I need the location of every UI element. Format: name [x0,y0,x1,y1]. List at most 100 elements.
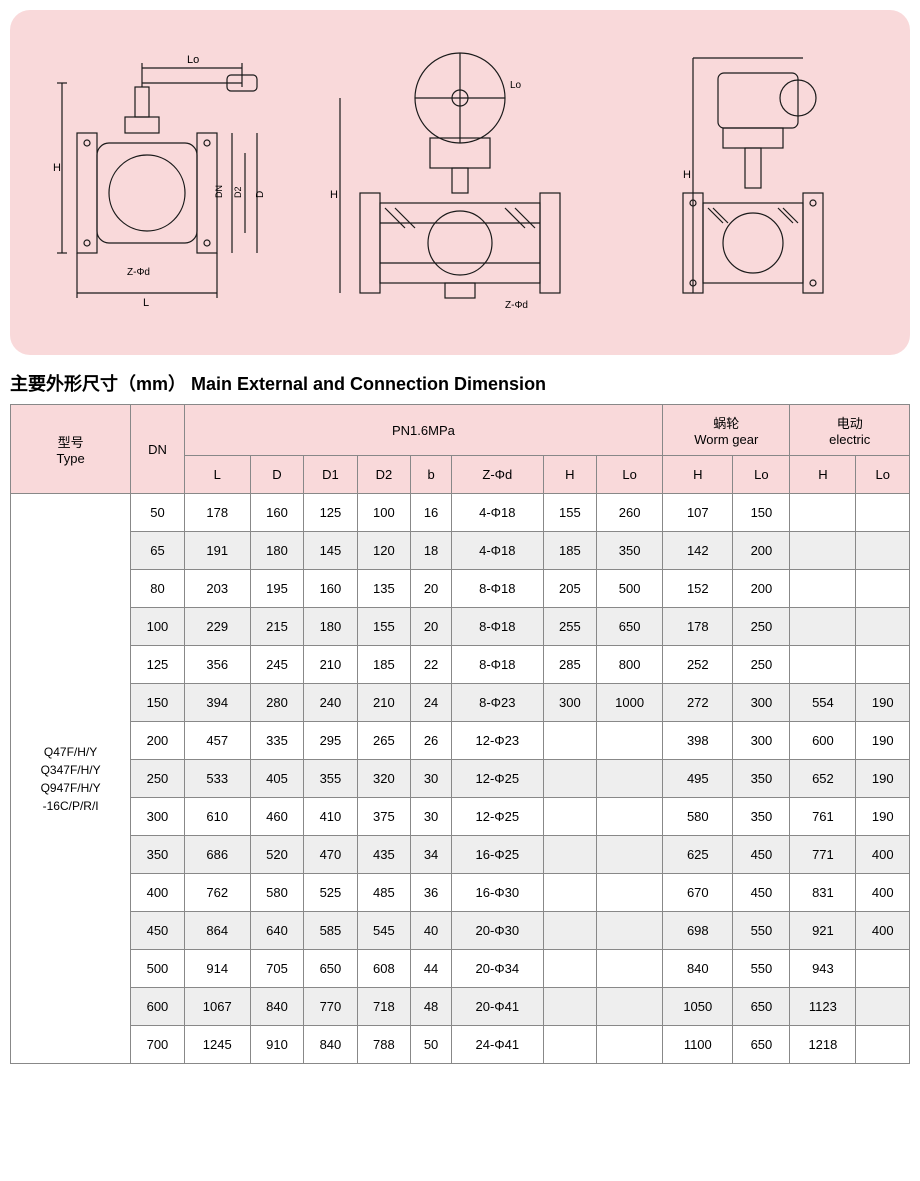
cell-D1: 295 [304,722,357,760]
cell-D1: 770 [304,988,357,1026]
cell-D: 580 [250,874,303,912]
table-row: Q47F/H/YQ347F/H/YQ947F/H/Y-16C/P/R/I5017… [11,494,910,532]
cell-eLo [856,950,910,988]
cell-Lo [597,836,663,874]
cell-H: 255 [543,608,596,646]
cell-dn: 65 [131,532,184,570]
cell-b: 50 [411,1026,452,1064]
sub-header: H [663,456,733,494]
cell-dn: 250 [131,760,184,798]
cell-L: 191 [184,532,250,570]
diagram-panel: Lo H L DN D2 D Z- [10,10,910,355]
cell-eLo [856,646,910,684]
cell-Lo [597,760,663,798]
cell-wLo: 300 [733,684,790,722]
cell-dn: 125 [131,646,184,684]
cell-H [543,1026,596,1064]
cell-H: 300 [543,684,596,722]
sub-header: Lo [733,456,790,494]
cell-wLo: 650 [733,1026,790,1064]
cell-eLo [856,988,910,1026]
cell-wH: 252 [663,646,733,684]
cell-wLo: 350 [733,760,790,798]
cell-wLo: 150 [733,494,790,532]
cell-b: 34 [411,836,452,874]
cell-wLo: 300 [733,722,790,760]
cell-D1: 410 [304,798,357,836]
cell-D2: 545 [357,912,410,950]
cell-D2: 120 [357,532,410,570]
cell-eH: 831 [790,874,856,912]
type-cell: Q47F/H/YQ347F/H/YQ947F/H/Y-16C/P/R/I [11,494,131,1064]
sub-header: Lo [856,456,910,494]
table-row: 5009147056506084420-Φ34840550943 [11,950,910,988]
cell-L: 533 [184,760,250,798]
col-pn: PN1.6MPa [184,405,662,456]
cell-Lo [597,874,663,912]
cell-wLo: 350 [733,798,790,836]
cell-Lo [597,950,663,988]
cell-wLo: 200 [733,570,790,608]
cell-D1: 585 [304,912,357,950]
cell-L: 178 [184,494,250,532]
cell-Lo: 260 [597,494,663,532]
table-header: 型号 Type DN PN1.6MPa 蜗轮 Worm gear 电动 elec… [11,405,910,494]
cell-wH: 580 [663,798,733,836]
cell-eH [790,646,856,684]
cell-L: 229 [184,608,250,646]
cell-H: 205 [543,570,596,608]
cell-D: 705 [250,950,303,988]
cell-eLo [856,570,910,608]
cell-wLo: 250 [733,608,790,646]
cell-D: 160 [250,494,303,532]
cell-Zd: 8-Φ18 [452,608,544,646]
cell-H: 285 [543,646,596,684]
cell-Lo [597,912,663,950]
cell-D2: 718 [357,988,410,1026]
cell-wH: 840 [663,950,733,988]
cell-eH [790,532,856,570]
cell-L: 203 [184,570,250,608]
cell-wLo: 250 [733,646,790,684]
cell-D1: 240 [304,684,357,722]
cell-D2: 100 [357,494,410,532]
svg-text:DN: DN [214,185,224,198]
cell-D1: 525 [304,874,357,912]
cell-H [543,722,596,760]
table-row: 4007625805254853616-Φ30670450831400 [11,874,910,912]
cell-D1: 355 [304,760,357,798]
table-row: 100229215180155208-Φ18255650178250 [11,608,910,646]
cell-b: 26 [411,722,452,760]
cell-D1: 180 [304,608,357,646]
col-electric: 电动 electric [790,405,910,456]
svg-text:D: D [255,190,266,197]
cell-b: 44 [411,950,452,988]
cell-b: 20 [411,608,452,646]
cell-Lo: 800 [597,646,663,684]
cell-b: 22 [411,646,452,684]
cell-D: 910 [250,1026,303,1064]
cell-D1: 125 [304,494,357,532]
svg-text:Lo: Lo [510,80,522,91]
cell-b: 30 [411,798,452,836]
cell-wH: 1100 [663,1026,733,1064]
cell-D2: 135 [357,570,410,608]
cell-D2: 608 [357,950,410,988]
sub-header: Lo [597,456,663,494]
sub-header: Z-Φd [452,456,544,494]
cell-D: 840 [250,988,303,1026]
cell-H [543,798,596,836]
cell-dn: 300 [131,798,184,836]
table-row: 3006104604103753012-Φ25580350761190 [11,798,910,836]
cell-D2: 375 [357,798,410,836]
cell-Lo: 650 [597,608,663,646]
cell-D1: 650 [304,950,357,988]
cell-wH: 142 [663,532,733,570]
svg-text:H: H [330,189,338,201]
cell-D: 335 [250,722,303,760]
cell-dn: 600 [131,988,184,1026]
cell-wH: 670 [663,874,733,912]
cell-D: 405 [250,760,303,798]
cell-b: 24 [411,684,452,722]
cell-D2: 788 [357,1026,410,1064]
